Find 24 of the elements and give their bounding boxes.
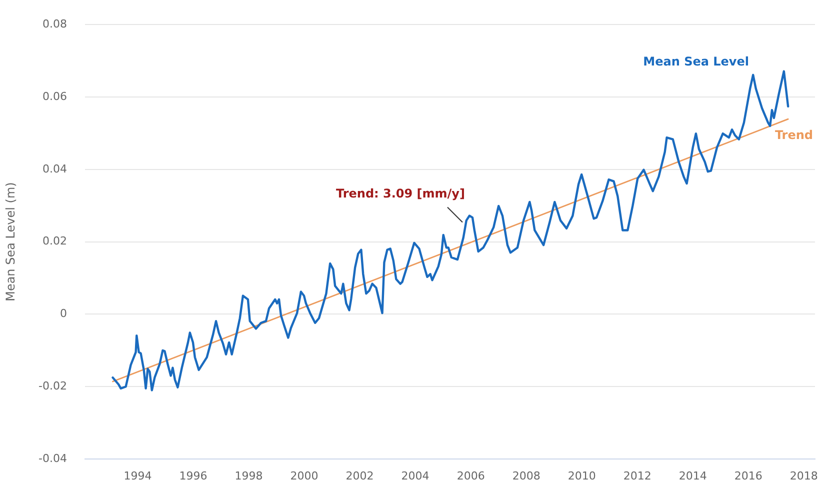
- annotation: Trend: 3.09 [mm/y]: [336, 186, 465, 200]
- x-tick-label: 2010: [568, 469, 596, 482]
- x-tick-label: 1996: [179, 469, 208, 482]
- y-axis-title: Mean Sea Level (m): [3, 182, 18, 302]
- y-tick-label: -0.02: [38, 379, 67, 392]
- y-tick-label: 0.06: [42, 90, 67, 103]
- x-tick-label: 2016: [734, 469, 762, 482]
- x-tick-label: 2008: [512, 469, 540, 482]
- x-tick-label: 2018: [790, 469, 818, 482]
- x-tick-label: 2012: [623, 469, 652, 482]
- x-tick-label: 2006: [456, 469, 485, 482]
- series-label: Mean Sea Level: [643, 54, 749, 69]
- y-tick-label: -0.04: [38, 452, 67, 465]
- x-tick-label: 2002: [346, 469, 374, 482]
- y-tick-label: 0.08: [42, 17, 67, 30]
- y-tick-label: 0: [60, 307, 67, 320]
- x-tick-label: 2014: [678, 469, 707, 482]
- x-tick-label: 2000: [290, 469, 318, 482]
- x-tick-label: 2004: [401, 469, 430, 482]
- series-label: Trend: [774, 128, 813, 142]
- x-tick-label: 1998: [234, 469, 263, 482]
- x-tick-label: 1994: [124, 469, 152, 482]
- y-tick-label: 0.04: [42, 162, 67, 176]
- y-tick-label: 0.02: [42, 234, 67, 248]
